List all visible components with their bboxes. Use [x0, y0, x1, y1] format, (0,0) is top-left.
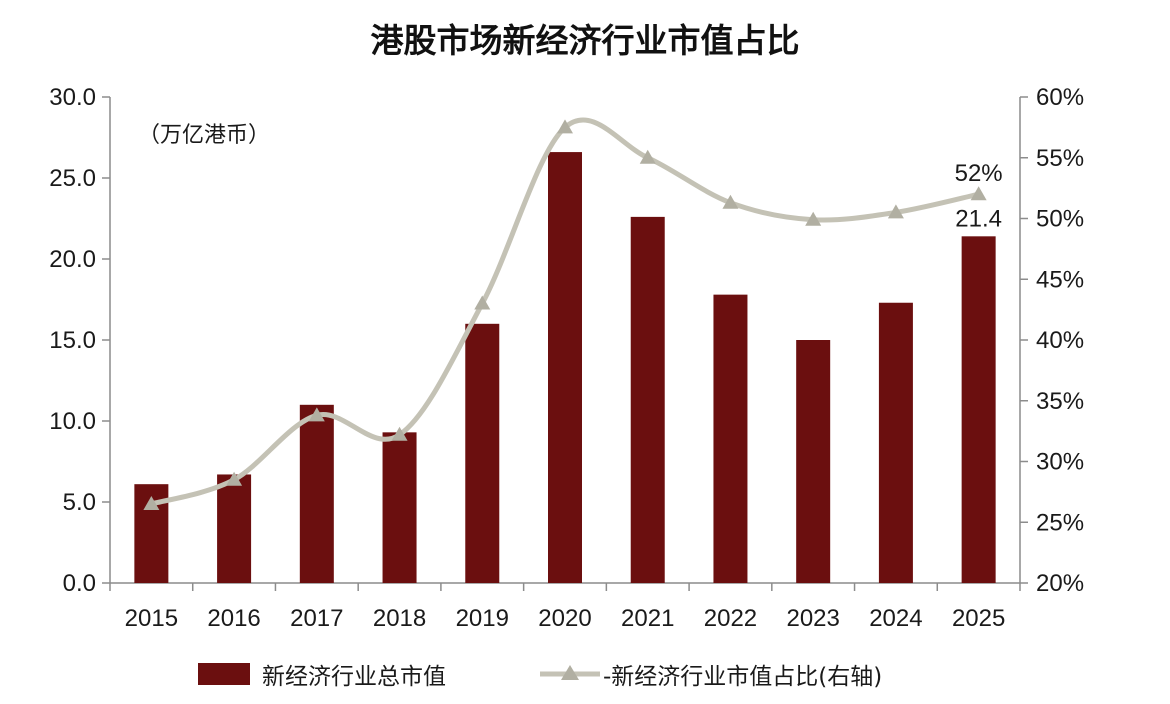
right-tick-label: 20%	[1036, 570, 1084, 597]
line-point	[474, 295, 491, 310]
legend-bar-label: 新经济行业总市值	[262, 664, 446, 690]
x-tick-label: 2017	[290, 605, 343, 632]
legend: 新经济行业总市值 -新经济行业市值占比(右轴)	[198, 663, 882, 690]
left-y-axis: 0.0 5.0 10.0 15.0 20.0 25.0 30.0	[49, 84, 111, 597]
line-point	[805, 211, 822, 226]
bar	[796, 340, 831, 583]
annotations: 21.4 52%	[955, 160, 1003, 232]
bar	[548, 152, 582, 583]
line-series	[143, 117, 987, 511]
x-tick-label: 2021	[621, 605, 674, 632]
right-tick-label: 55%	[1036, 145, 1084, 172]
right-tick-label: 40%	[1036, 327, 1084, 354]
right-tick-label: 45%	[1036, 266, 1084, 293]
x-tick-label: 2022	[704, 605, 757, 632]
left-tick-label: 20.0	[49, 246, 96, 273]
x-tick-label: 2019	[456, 605, 509, 632]
unit-label: （万亿港币）	[138, 123, 270, 148]
bar	[382, 432, 417, 583]
line-point	[143, 496, 160, 511]
x-tick-label: 2018	[373, 605, 426, 632]
data-label: 52%	[955, 160, 1003, 187]
line-path	[150, 117, 980, 507]
line-point	[308, 407, 325, 422]
legend-line-label: -新经济行业市值占比(右轴)	[603, 664, 882, 690]
line-point	[722, 194, 739, 209]
right-tick-label: 35%	[1036, 388, 1084, 415]
line-point	[887, 204, 904, 219]
right-tick-label: 60%	[1036, 84, 1084, 111]
line-point	[226, 471, 243, 486]
bar	[961, 236, 996, 583]
legend-line-marker-icon	[561, 665, 579, 680]
bar	[630, 216, 665, 583]
left-tick-label: 10.0	[49, 408, 96, 435]
right-y-axis: 20% 25% 30% 35% 40% 45% 50% 55% 60%	[1019, 84, 1084, 597]
line-point	[639, 149, 656, 164]
line-point	[970, 186, 987, 201]
right-tick-label: 30%	[1036, 449, 1084, 476]
bar	[299, 404, 334, 583]
x-axis: 2015 2016 2017 2018 2019 2020 2021 2022 2023 2024…	[109, 582, 1021, 632]
line-point	[557, 119, 573, 134]
bar-series	[134, 152, 996, 583]
x-tick-label: 2025	[952, 605, 1005, 632]
left-tick-label: 15.0	[49, 327, 96, 354]
x-tick-label: 2015	[125, 605, 178, 632]
left-tick-label: 0.0	[63, 570, 96, 597]
x-tick-label: 2023	[786, 605, 839, 632]
x-tick-label: 2020	[538, 605, 591, 632]
right-tick-label: 50%	[1036, 206, 1084, 233]
chart-title: 港股市场新经济行业市值占比	[371, 21, 800, 60]
bar	[217, 474, 252, 583]
line-point	[391, 426, 408, 441]
left-tick-label: 5.0	[63, 489, 96, 516]
x-tick-label: 2016	[207, 605, 260, 632]
bar	[878, 302, 913, 583]
right-tick-label: 25%	[1036, 509, 1084, 536]
left-tick-label: 25.0	[49, 165, 96, 192]
legend-bar-swatch	[198, 663, 250, 685]
bar	[465, 323, 500, 583]
bar	[713, 294, 748, 583]
left-tick-label: 30.0	[49, 84, 96, 111]
data-label: 21.4	[955, 205, 1002, 232]
x-tick-label: 2024	[869, 605, 922, 632]
